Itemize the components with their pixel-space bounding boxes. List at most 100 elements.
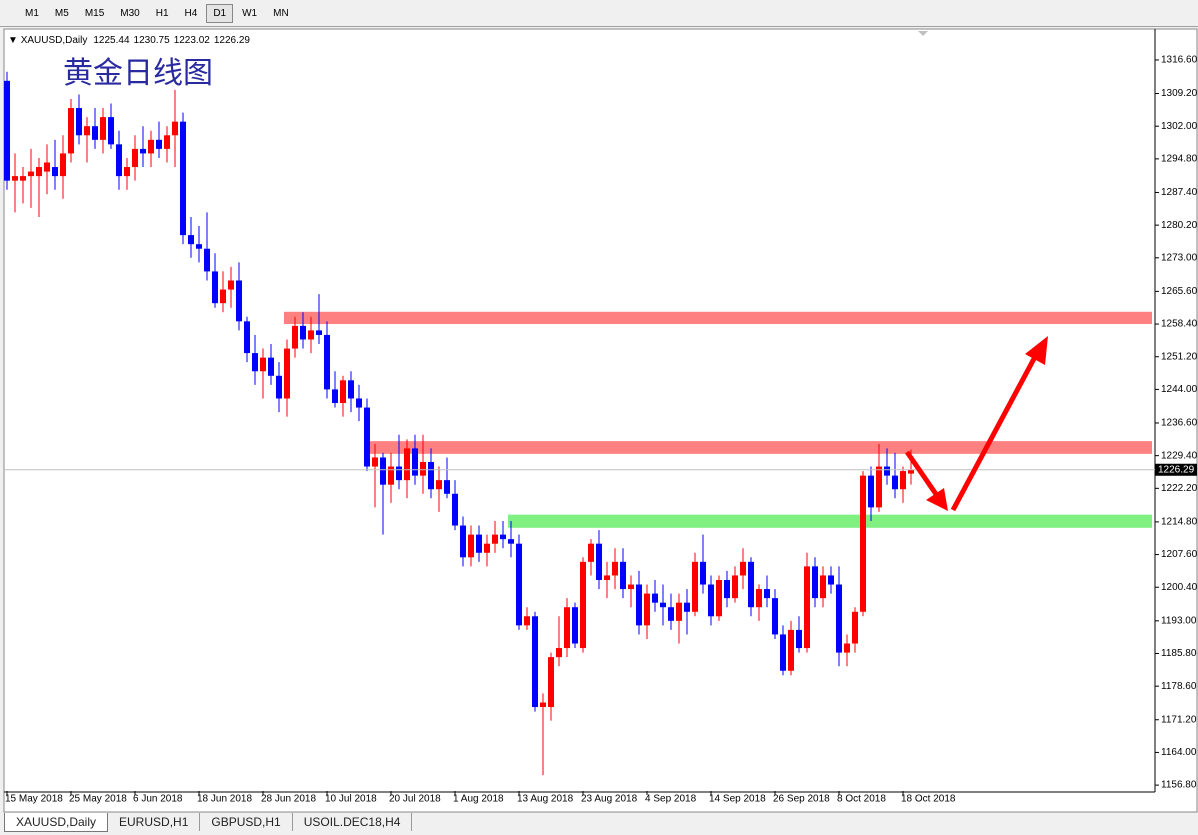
candle-body (508, 539, 514, 544)
chart-title: 黄金日线图 (63, 56, 213, 91)
x-tick-label: 18 Jun 2018 (197, 794, 252, 805)
candle-body (188, 235, 194, 245)
candle-body (412, 448, 418, 476)
y-tick-label: 1244.00 (1161, 384, 1198, 395)
candle-body (124, 167, 130, 177)
candle-body (884, 466, 890, 476)
candle-body (836, 584, 842, 653)
candle-body (108, 117, 114, 145)
candle-body (4, 80, 10, 181)
timeframe-button[interactable]: W1 (242, 7, 258, 19)
y-tick-label: 1265.60 (1161, 286, 1198, 297)
candle-body (612, 561, 618, 576)
candle-body (628, 584, 634, 590)
candle-body (396, 466, 402, 481)
candle-body (276, 375, 282, 399)
candle-body (820, 575, 826, 599)
timeframe-button[interactable]: D1 (206, 3, 234, 23)
candle-body (28, 171, 34, 177)
candle-body (148, 139, 154, 154)
price-zone (508, 514, 1152, 528)
candle-body (428, 462, 434, 490)
candle-body (284, 348, 290, 399)
y-tick-label: 1287.40 (1161, 187, 1198, 198)
candle-body (860, 475, 866, 612)
y-tick-label: 1280.20 (1161, 220, 1198, 231)
chart-tab[interactable]: GBPUSD,H1 (200, 813, 293, 831)
candle-body (604, 575, 610, 580)
candle-body (348, 380, 354, 399)
y-tick-label: 1229.40 (1161, 450, 1198, 461)
candle-body (220, 289, 226, 304)
timeframe-button[interactable]: M30 (120, 7, 140, 19)
candle-body (372, 457, 378, 467)
candle-body (404, 448, 410, 481)
candle-body (244, 321, 250, 354)
candle-body (556, 648, 562, 658)
chart-tab[interactable]: XAUUSD,Daily (4, 813, 109, 832)
candle-body (364, 407, 370, 467)
candle-body (644, 593, 650, 626)
timeframe-button[interactable]: H4 (184, 7, 198, 19)
timeframe-button[interactable]: H1 (155, 7, 169, 19)
y-tick-label: 1193.00 (1161, 615, 1197, 626)
x-tick-label: 28 Jun 2018 (261, 794, 316, 805)
candle-body (420, 462, 426, 476)
timeframe-button[interactable]: M1 (25, 7, 39, 19)
timeframe-button[interactable]: MN (273, 7, 289, 19)
candle-body (788, 629, 794, 671)
y-tick-label: 1222.20 (1161, 483, 1198, 494)
candle-body (236, 280, 242, 322)
y-tick-label: 1309.20 (1161, 88, 1198, 99)
candle-body (76, 108, 82, 136)
candle-body (444, 480, 450, 494)
candle-body (500, 534, 506, 540)
candle-body (20, 176, 26, 181)
chart-tab[interactable]: EURUSD,H1 (108, 813, 201, 831)
y-tick-label: 1302.00 (1161, 121, 1198, 132)
candle-body (692, 561, 698, 612)
chart-tab[interactable]: USOIL.DEC18,H4 (293, 813, 413, 831)
candle-body (36, 167, 42, 177)
candle-body (388, 466, 394, 485)
y-tick-label: 1200.40 (1161, 582, 1198, 593)
shift-marker (918, 31, 928, 36)
candle-body (548, 657, 554, 708)
candle-body (732, 575, 738, 599)
candle-body (300, 325, 306, 340)
y-tick-label: 1185.80 (1161, 648, 1197, 659)
y-tick-label: 1178.60 (1161, 681, 1197, 692)
candle-body (852, 611, 858, 644)
y-tick-label: 1251.20 (1161, 351, 1198, 362)
header-close: 1226.29 (214, 35, 251, 46)
y-tick-label: 1214.80 (1161, 517, 1198, 528)
candle-body (844, 643, 850, 653)
candle-body (316, 330, 322, 335)
candle-body (716, 579, 722, 617)
candle-body (452, 493, 458, 526)
candle-body (156, 139, 162, 149)
candle-body (68, 108, 74, 154)
candle-body (868, 475, 874, 508)
candle-body (708, 584, 714, 617)
y-tick-label: 1236.60 (1161, 418, 1198, 429)
x-tick-label: 15 May 2018 (5, 794, 63, 805)
candle-body (620, 561, 626, 590)
candle-body (900, 471, 906, 490)
timeframe-button[interactable]: M5 (54, 7, 69, 19)
y-tick-label: 1258.40 (1161, 319, 1198, 330)
candle-body (52, 167, 58, 177)
candle-body (492, 534, 498, 544)
candle-body (324, 334, 330, 390)
candle-body (580, 561, 586, 649)
candle-body (828, 575, 834, 585)
candle-body (652, 593, 658, 603)
current-price-label: 1226.29 (1158, 464, 1195, 475)
candle-body (380, 457, 386, 485)
timeframe-button[interactable]: M15 (84, 7, 105, 19)
candle-body (540, 702, 546, 708)
current-price-box (1155, 463, 1197, 476)
candle-body (116, 144, 122, 177)
candle-body (876, 466, 882, 508)
y-tick-label: 1207.60 (1161, 549, 1198, 560)
